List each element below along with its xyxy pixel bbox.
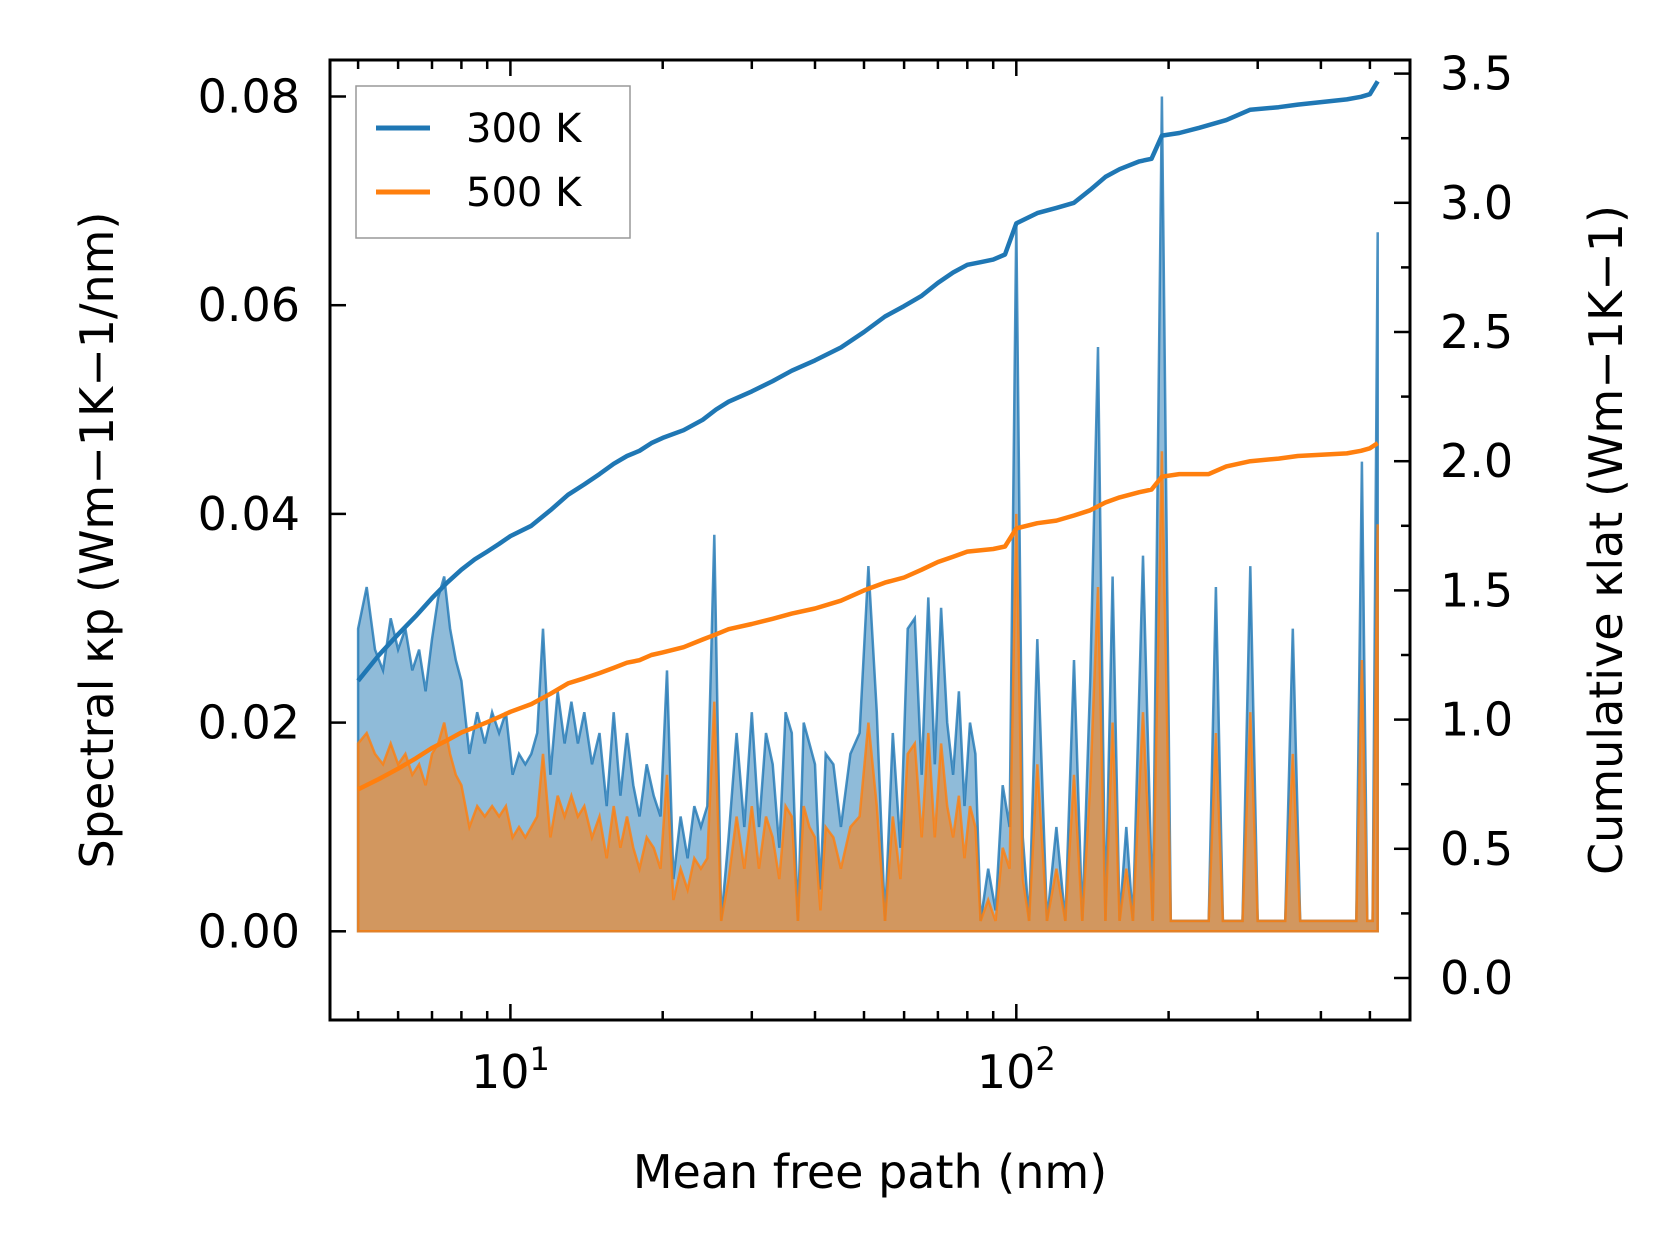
y-left-tick-label: 0.00 (198, 904, 300, 958)
y-right-tick-label: 3.0 (1440, 176, 1513, 230)
plot-frame (328, 58, 1412, 1022)
y-right-tick-label: 0.0 (1440, 951, 1513, 1005)
legend-box (355, 85, 631, 239)
x-axis-title: Mean free path (nm) (633, 1145, 1107, 1199)
y-right-tick-label: 1.0 (1440, 693, 1513, 747)
y-left-tick-label: 0.04 (198, 487, 300, 541)
y-right-tick-label: 1.5 (1440, 563, 1513, 617)
tick-labels: 101 102 0.00 0.02 0.04 0.06 0.08 0.0 0.5 1.0 1.5 2.… (198, 47, 1514, 1099)
y-right-tick-label: 3.5 (1440, 47, 1513, 101)
y-axis-title-right: Cumulative κlat (Wm−1K−1) (1579, 205, 1633, 875)
y-left-tick-label: 0.06 (198, 278, 300, 332)
x-tick-label: 101 (471, 1040, 550, 1099)
y-left-tick-label: 0.02 (198, 696, 300, 750)
legend-label-300k: 300 K (466, 106, 583, 152)
x-tick-label: 102 (977, 1040, 1056, 1099)
cumulative-lines (356, 80, 1380, 792)
cumulative-line-500k (357, 441, 1379, 792)
y-right-tick-label: 2.0 (1440, 434, 1513, 488)
spectral-area-500k (356, 451, 1379, 933)
cumulative-line-300k (356, 80, 1380, 683)
legend: 300 K 500 K (355, 85, 631, 239)
y-right-tick-label: 0.5 (1440, 822, 1513, 876)
legend-label-500k: 500 K (466, 170, 583, 216)
y-left-tick-label: 0.08 (198, 70, 300, 124)
y-right-tick-label: 2.5 (1440, 305, 1513, 359)
y-axis-title-left: Spectral κp (Wm−1K−1/nm) (70, 212, 124, 869)
